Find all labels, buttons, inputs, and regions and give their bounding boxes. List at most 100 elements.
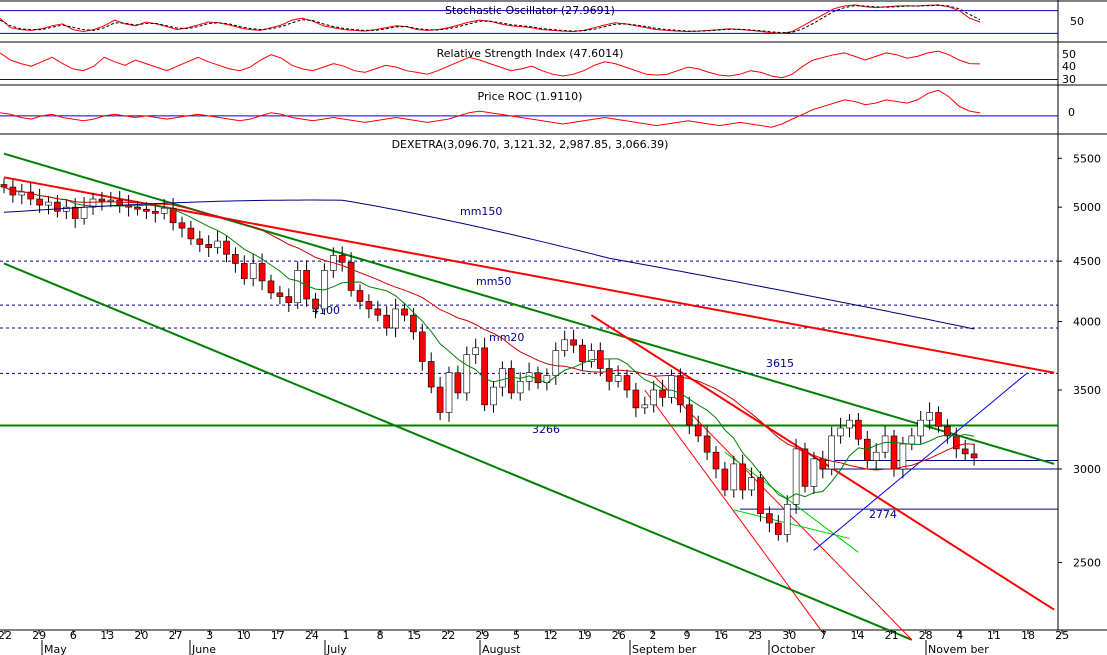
x-tick-label-5: 27 [169,629,183,642]
osc-series-0-1 [0,4,981,34]
candle-body-49 [436,386,444,413]
candle-body-15 [134,206,141,210]
ma150-line [3,199,975,330]
x-month-label-1: June [191,643,216,655]
candle-body-45 [401,308,408,316]
x-tick-label-19: 2 [649,629,656,642]
price-y-axis: 5500 5000 4500 4000 3500 3000 2500 [1058,152,1101,569]
candle-body-53 [472,347,480,355]
candle-body-104 [926,412,933,421]
x-tick-label-9: 24 [305,629,319,642]
rsi-tick-40: 40 [1062,60,1076,73]
x-tick-label-1: 29 [32,629,46,642]
rsi-tick-50: 50 [1062,48,1076,61]
trend-line-4 [653,375,913,641]
candle-body-24 [214,240,221,248]
x-tick-label-6: 3 [206,629,213,642]
x-tick-label-14: 29 [475,629,489,642]
x-tick-label-10: 1 [343,629,350,642]
x-tick-label-3: 13 [100,629,114,642]
candle-body-82 [730,463,738,491]
candle-body-80 [712,451,720,470]
x-tick-label-0: 22 [0,629,12,642]
candle-body-89 [792,448,800,505]
candle-body-73 [650,389,658,406]
x-month-label-5: October [771,643,815,655]
ma20-line [3,186,975,500]
candle-body-35 [312,298,319,310]
candle-body-19 [169,207,177,224]
trend-line-0 [3,152,1055,465]
annotation-2774: 2774 [869,508,897,521]
candle-body-7 [62,206,70,212]
trend-line-2 [3,176,1055,374]
price-panel: DEXETRA(3,096.70, 3,121.32, 2,987.85, 3,… [0,138,1058,641]
candle-body-50 [445,372,453,413]
candle-body-11 [98,198,106,202]
candle-body-92 [819,458,827,470]
annotation-mm150: mm150 [460,205,502,218]
candle-body-86 [766,513,773,524]
candle-body-32 [285,296,293,303]
x-month-label-4: Septem ber [632,643,697,655]
candle-body-72 [641,404,649,409]
candle-body-96 [855,419,862,440]
x-month-label-0: May [44,643,67,655]
candle-body-2 [18,191,26,196]
candle-body-64 [570,339,577,346]
candle-body-83 [739,463,747,491]
candle-body-42 [374,308,382,316]
x-month-label-2: July [326,643,347,655]
trend-line-1 [3,262,913,641]
annotation-4100: 4100 [312,304,340,317]
candle-body-39 [347,262,355,291]
price-y-tick-label-1: 5000 [1073,201,1101,214]
candle-body-57 [507,368,515,394]
candle-body-41 [365,301,373,310]
candle-body-40 [356,290,364,302]
candle-body-91 [810,458,818,487]
price-y-tick-label-6: 2500 [1073,556,1101,569]
candle-body-47 [418,331,426,362]
oscillator-panels: Stochastic Oscillator (27.9691) 50 Relat… [0,4,1084,128]
x-tick-label-20: 9 [684,629,691,642]
osc-series-2-0 [0,89,981,128]
candle-body-97 [863,438,871,461]
annotation-mm50: mm50 [476,275,511,288]
x-tick-label-13: 22 [441,629,455,642]
candle-body-94 [837,427,844,437]
candle-body-63 [561,339,569,351]
candle-body-88 [783,504,791,535]
candle-body-56 [499,368,506,388]
candle-body-102 [908,435,916,445]
price-title: DEXETRA(3,096.70, 3,121.32, 2,987.85, 3,… [392,138,669,151]
x-tick-label-30: 18 [1021,629,1035,642]
candle-body-16 [143,208,150,212]
candle-body-17 [152,210,159,214]
candle-body-62 [552,350,560,376]
annotation-mm20: mm20 [489,331,524,344]
candle-body-69 [614,375,622,382]
candle-body-58 [516,380,524,394]
x-tick-label-17: 19 [578,629,592,642]
candle-body-43 [383,314,391,329]
candle-body-29 [258,263,266,282]
candle-body-108 [961,448,969,455]
x-tick-label-2: 6 [70,629,77,642]
candle-body-68 [605,368,613,382]
ma50-line [3,186,975,471]
x-tick-label-11: 8 [377,629,384,642]
candle-body-31 [276,292,284,297]
candle-body-66 [588,350,595,362]
candle-body-98 [872,451,880,461]
rsi-title: Relative Strength Index (47.6014) [437,47,624,60]
candle-body-75 [668,375,675,398]
trend-line-7 [733,509,850,539]
price-y-tick-label-5: 3000 [1073,463,1101,476]
candle-body-3 [27,191,35,200]
x-tick-label-23: 30 [782,629,796,642]
price-y-tick-label-0: 5500 [1073,152,1101,165]
candle-body-84 [748,477,755,491]
candle-body-101 [899,443,907,470]
x-tick-label-27: 28 [919,629,933,642]
